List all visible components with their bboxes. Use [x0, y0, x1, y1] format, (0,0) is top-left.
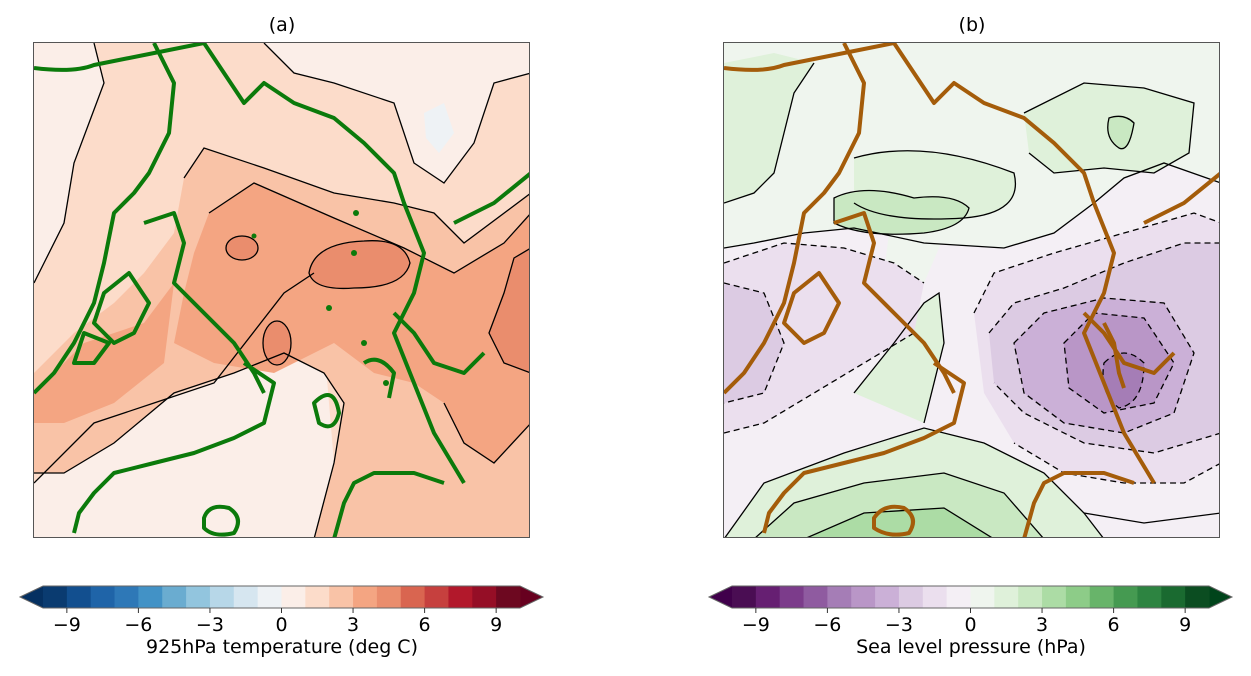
colorbar-tick-label: −3	[195, 614, 224, 636]
colorbar-pressure	[707, 585, 1234, 613]
colorbar-tick-label: 3	[1036, 614, 1049, 636]
panel-b-title: (b)	[958, 14, 986, 36]
colorbar-tick-label: 0	[275, 614, 288, 636]
colorbar-tick-label: −6	[124, 614, 153, 636]
panel-b-pressure-map	[723, 42, 1220, 538]
colorbar-tick-label: −6	[813, 614, 842, 636]
colorbar-tick-label: 6	[418, 614, 431, 636]
colorbar-pressure-label: Sea level pressure (hPa)	[856, 636, 1086, 658]
temperature-map-svg	[34, 43, 529, 537]
pressure-map-svg	[724, 43, 1219, 537]
colorbar-tick-label: 9	[490, 614, 503, 636]
panel-a-title: (a)	[268, 14, 296, 36]
colorbar-tick-label: 6	[1107, 614, 1120, 636]
colorbar-tick-label: 3	[347, 614, 360, 636]
colorbar-tick-label: 0	[964, 614, 977, 636]
panel-a-temperature-map	[33, 42, 530, 538]
colorbar-pressure-svg	[707, 585, 1234, 613]
colorbar-temperature-svg	[18, 585, 545, 613]
colorbar-temperature-label: 925hPa temperature (deg C)	[145, 636, 418, 658]
colorbar-tick-label: −3	[884, 614, 913, 636]
colorbar-tick-label: −9	[741, 614, 770, 636]
colorbar-tick-label: 9	[1179, 614, 1192, 636]
colorbar-temperature	[18, 585, 545, 613]
colorbar-tick-label: −9	[52, 614, 81, 636]
